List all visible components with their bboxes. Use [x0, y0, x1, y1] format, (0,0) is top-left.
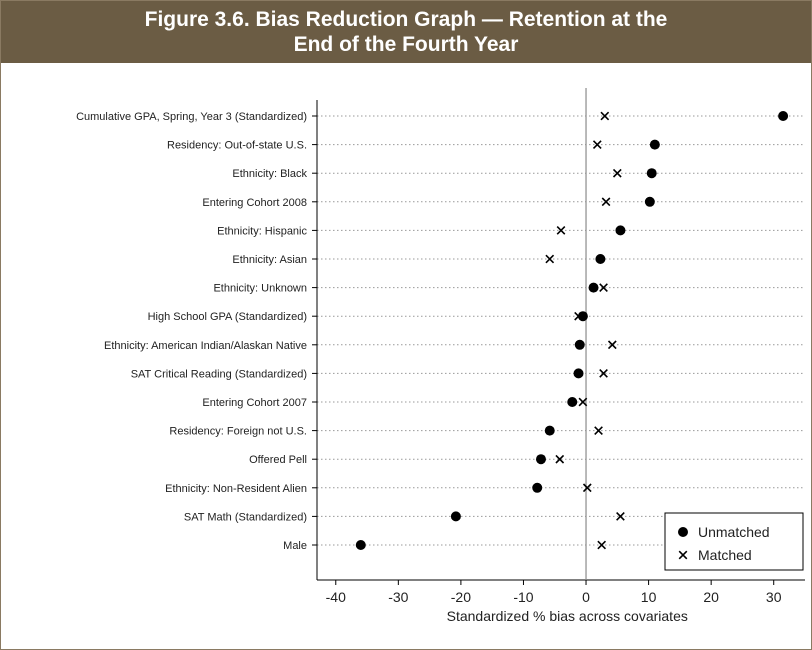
category-label: Ethnicity: Black [232, 168, 307, 180]
category-label: SAT Critical Reading (Standardized) [131, 368, 307, 380]
unmatched-point [450, 511, 461, 522]
x-tick-labels: -40 -30 -20 -10 0 10 20 30 [326, 589, 782, 605]
matched-point [555, 454, 565, 464]
category-label: Entering Cohort 2008 [202, 197, 307, 209]
category-label: Offered Pell [249, 454, 307, 466]
unmatched-point [649, 139, 660, 150]
unmatched-point [595, 254, 606, 264]
matched-point [612, 168, 622, 178]
category-label: Male [283, 540, 307, 552]
legend-unmatched-label: Unmatched [698, 524, 770, 540]
unmatched-point [355, 540, 366, 550]
unmatched-point [567, 397, 578, 407]
x-tick-label: -10 [513, 589, 533, 605]
category-label: Ethnicity: Hispanic [217, 225, 307, 237]
unmatched-point [615, 225, 626, 236]
matched-point [574, 311, 583, 321]
category-label: Residency: Foreign not U.S. [169, 426, 307, 438]
figure-title-line-2: End of the Fourth Year [293, 33, 519, 56]
unmatched-point [588, 282, 599, 293]
legend-matched-marker [678, 550, 688, 560]
unmatched-point [532, 482, 543, 493]
category-label: Ethnicity: American Indian/Alaskan Nativ… [104, 340, 307, 352]
legend-unmatched-marker [678, 527, 688, 537]
figure-title-line-1: Figure 3.6. Bias Reduction Graph — Reten… [144, 8, 668, 31]
axes [312, 88, 805, 585]
category-label: Ethnicity: Asian [232, 254, 307, 266]
x-tick-label: 0 [582, 589, 590, 605]
matched-point [556, 226, 566, 235]
data-marks [355, 111, 789, 550]
figure-title: Figure 3.6. Bias Reduction Graph — Reten… [1, 1, 811, 63]
category-label: High School GPA (Standardized) [148, 311, 307, 323]
x-tick-label: -30 [388, 589, 408, 605]
matched-point [545, 254, 555, 264]
category-label: Residency: Out-of-state U.S. [167, 140, 307, 152]
category-labels: Cumulative GPA, Spring, Year 3 (Standard… [76, 111, 307, 552]
matched-point [616, 512, 625, 521]
legend: Unmatched Matched [664, 512, 804, 571]
x-tick-label: 30 [766, 589, 782, 605]
category-label: Ethnicity: Unknown [213, 283, 307, 295]
x-axis-label: Standardized % bias across covariates [447, 608, 688, 624]
category-label: Entering Cohort 2007 [202, 397, 307, 409]
unmatched-point [535, 454, 546, 465]
matched-point [599, 369, 608, 378]
unmatched-point [778, 111, 789, 121]
matched-point [582, 483, 592, 493]
x-tick-label: -40 [326, 589, 346, 605]
matched-point [594, 426, 603, 435]
legend-box [664, 512, 804, 571]
matched-point [597, 540, 607, 550]
gridlines [317, 115, 805, 546]
category-label: SAT Math (Standardized) [184, 511, 307, 523]
x-tick-label: 10 [641, 589, 657, 605]
matched-point [600, 111, 610, 121]
matched-point [601, 197, 611, 207]
category-label: Ethnicity: Non-Resident Alien [165, 483, 307, 495]
unmatched-point [544, 425, 555, 436]
unmatched-point [573, 368, 584, 379]
matched-point [607, 340, 617, 350]
unmatched-point [646, 168, 657, 179]
unmatched-point [574, 339, 585, 350]
unmatched-point [644, 196, 655, 207]
x-tick-label: -20 [451, 589, 471, 605]
category-label: Cumulative GPA, Spring, Year 3 (Standard… [76, 111, 307, 123]
matched-point [599, 283, 608, 292]
x-tick-label: 20 [703, 589, 719, 605]
matched-point [578, 397, 588, 407]
legend-matched-label: Matched [698, 547, 752, 563]
matched-point [592, 140, 602, 149]
